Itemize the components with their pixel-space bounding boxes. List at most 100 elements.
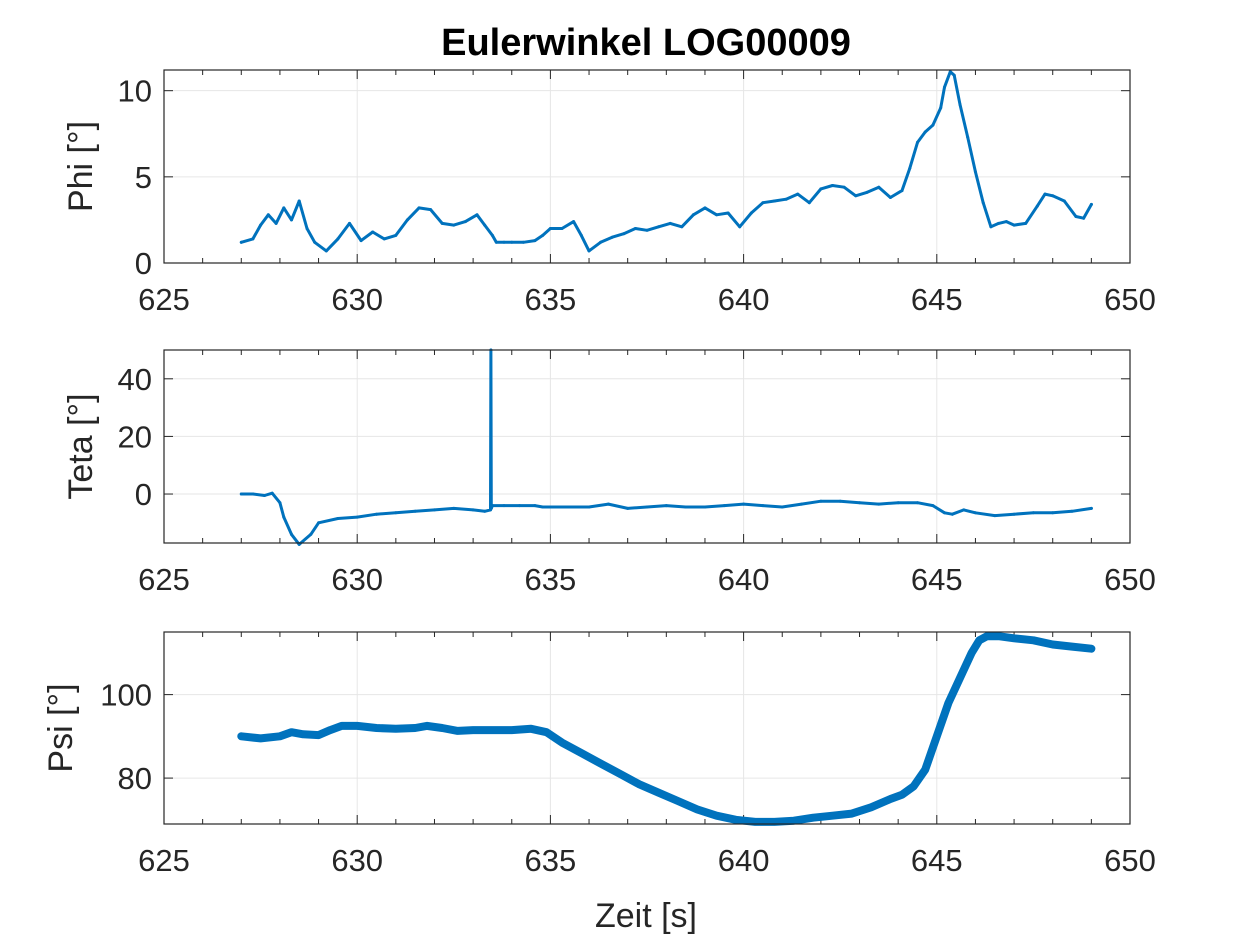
- psi-data-point: [327, 727, 334, 734]
- phi-data-point: [622, 232, 626, 236]
- phi-data-point: [1004, 220, 1008, 224]
- teta-data-point: [838, 499, 842, 503]
- psi-panel: 625 630 635 640 645 650 80 100 Psi [°]: [42, 631, 1156, 878]
- phi-data-point: [749, 211, 753, 215]
- phi-data-point: [842, 185, 846, 189]
- phi-data-point: [807, 201, 811, 205]
- psi-data-point: [454, 727, 461, 734]
- psi-data-point: [732, 816, 739, 823]
- teta-data-point: [394, 511, 398, 515]
- phi-data-point: [610, 235, 614, 239]
- teta-data-point: [993, 514, 997, 518]
- phi-data-point: [1012, 223, 1016, 227]
- phi-data-point: [297, 199, 301, 203]
- psi-data-point: [636, 781, 643, 788]
- teta-data-point: [309, 532, 313, 536]
- phi-data-point: [417, 206, 421, 210]
- teta-data-point: [819, 499, 823, 503]
- psi-x-tick-label: 650: [1104, 843, 1156, 878]
- x-axis-label: Zeit [s]: [595, 897, 697, 935]
- teta-data-point: [931, 504, 935, 508]
- psi-y-axis-label: Psi [°]: [42, 683, 80, 772]
- teta-data-point: [270, 491, 274, 495]
- phi-data-point: [405, 218, 409, 222]
- psi-data-point: [976, 637, 983, 644]
- phi-data-point: [997, 221, 1001, 225]
- psi-data-point: [1088, 645, 1095, 652]
- teta-data-point: [452, 506, 456, 510]
- phi-data-point: [726, 211, 730, 215]
- phi-data-point: [494, 240, 498, 244]
- phi-axes-box: [163, 69, 1131, 264]
- psi-data-point: [933, 733, 940, 740]
- phi-data-point: [943, 85, 946, 89]
- psi-data-point: [1049, 641, 1056, 648]
- phi-data-point: [490, 233, 494, 237]
- phi-data-point: [282, 206, 286, 210]
- teta-data-point: [489, 506, 493, 510]
- teta-data-point: [943, 511, 946, 515]
- phi-y-tick-label: 10: [118, 74, 152, 109]
- phi-data-point: [533, 239, 537, 243]
- phi-data-point: [703, 206, 707, 210]
- phi-x-tick-label: 625: [138, 282, 190, 317]
- psi-data-point: [338, 722, 345, 729]
- phi-y-axis-label: Phi [°]: [62, 121, 100, 212]
- teta-data-point: [490, 504, 494, 508]
- psi-y-tick-label: 100: [100, 678, 152, 713]
- psi-data-point: [470, 727, 477, 734]
- teta-data-point: [800, 502, 804, 506]
- phi-data-point: [931, 123, 935, 127]
- teta-data-point: [251, 492, 255, 496]
- teta-data-point: [1051, 511, 1055, 515]
- teta-data-point: [722, 504, 726, 508]
- psi-data-point: [848, 810, 855, 817]
- teta-data-point: [742, 502, 746, 506]
- phi-data-point: [952, 73, 956, 77]
- phi-x-tick-label: 640: [718, 282, 770, 317]
- phi-x-tick-label: 630: [331, 282, 383, 317]
- psi-data-point: [276, 733, 283, 740]
- teta-x-tick-label: 640: [718, 562, 770, 597]
- teta-series-line: [239, 348, 1093, 546]
- teta-data-point: [433, 508, 436, 512]
- teta-x-tick-label: 635: [525, 562, 577, 597]
- phi-x-tick-label: 650: [1104, 282, 1156, 317]
- teta-data-point: [761, 504, 765, 508]
- psi-data-point: [238, 733, 245, 740]
- psi-axes-box: [163, 631, 1131, 825]
- phi-data-point: [548, 227, 552, 230]
- phi-data-point: [1043, 192, 1047, 196]
- phi-data-point: [877, 185, 881, 189]
- psi-data-point: [829, 812, 836, 819]
- teta-y-tick-label: 0: [135, 477, 152, 512]
- psi-data-point: [423, 722, 430, 729]
- psi-data-point: [559, 739, 565, 746]
- teta-data-point: [587, 505, 591, 509]
- teta-data-point: [518, 504, 521, 508]
- psi-data-point: [810, 814, 817, 821]
- phi-data-point: [1024, 221, 1028, 225]
- psi-data-point: [412, 725, 419, 731]
- phi-data-point: [633, 227, 637, 230]
- phi-data-point: [259, 223, 263, 227]
- phi-data-point: [560, 227, 564, 230]
- phi-data-point: [715, 213, 719, 217]
- psi-x-tick-label: 635: [525, 843, 577, 878]
- teta-data-point: [684, 505, 688, 509]
- phi-data-point: [796, 192, 800, 196]
- phi-data-point: [502, 240, 506, 244]
- phi-data-point: [475, 213, 479, 217]
- teta-data-point: [282, 515, 286, 519]
- phi-data-point: [819, 187, 823, 191]
- phi-data-point: [691, 213, 695, 217]
- teta-data-point: [290, 532, 293, 536]
- teta-data-point: [297, 542, 301, 546]
- figure-title: Eulerwinkel LOG00009: [441, 22, 851, 64]
- teta-x-tick-label: 625: [138, 562, 190, 597]
- phi-data-point: [313, 240, 317, 244]
- teta-data-point: [916, 501, 919, 505]
- phi-data-point: [854, 194, 858, 198]
- phi-data-point: [1082, 216, 1086, 220]
- psi-data-point: [354, 722, 361, 729]
